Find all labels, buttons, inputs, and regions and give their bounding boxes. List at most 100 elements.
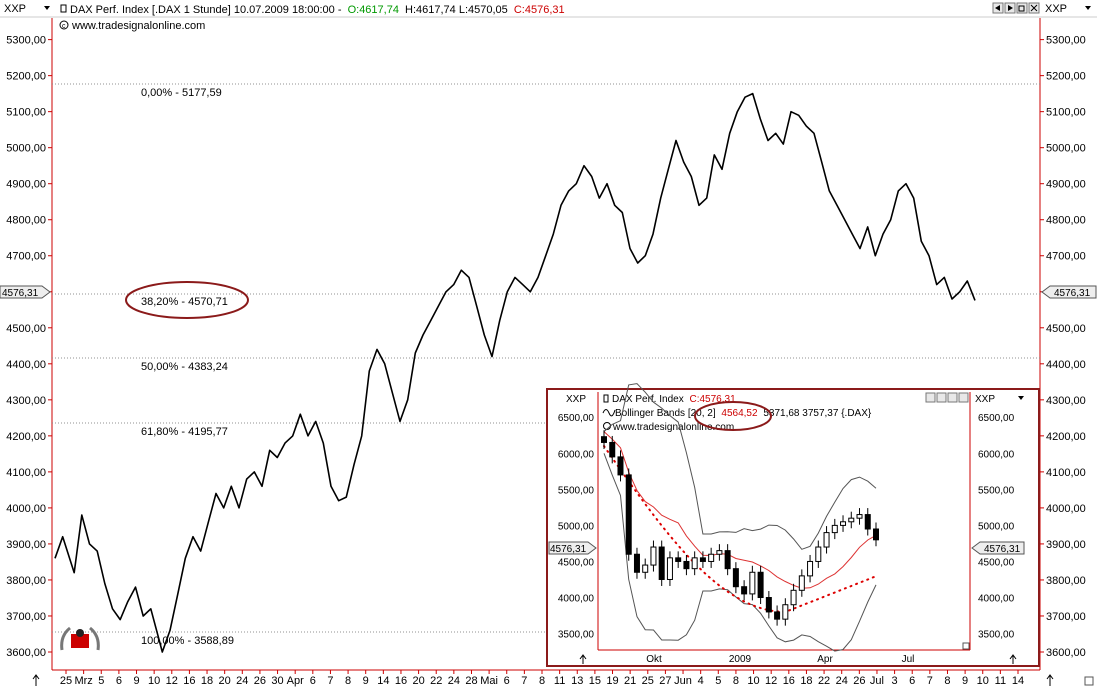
- inset-close-button[interactable]: [958, 392, 969, 403]
- x-tick-label: 10: [148, 675, 160, 687]
- x-tick-label: 20: [219, 675, 231, 687]
- logo-box: [71, 634, 89, 648]
- inset-close-value: C:4576,31: [689, 394, 736, 405]
- restore-button[interactable]: [1016, 2, 1028, 14]
- x-tick-label: 10: [977, 675, 989, 687]
- x-tick-label: 7: [327, 675, 333, 687]
- scale-dropdown-icon[interactable]: [44, 6, 50, 10]
- x-tick-label: 27: [659, 675, 671, 687]
- indicator-icon: [602, 409, 616, 417]
- candle-body: [848, 517, 855, 523]
- x-tick-label: 5: [715, 675, 721, 687]
- bollinger-lower-band: [603, 453, 877, 652]
- candle-body: [749, 571, 756, 595]
- y-tick-label-left: 4400,00: [6, 359, 46, 371]
- x-tick-label: 13: [571, 675, 583, 687]
- highlight-ellipse-38: [125, 281, 249, 319]
- inset-scroll-up-icon-right[interactable]: [1009, 654, 1017, 664]
- inset-resize-icon[interactable]: [962, 642, 970, 650]
- x-tick-label: 12: [765, 675, 777, 687]
- copyright-icon: [59, 20, 69, 30]
- inset-indicator-line: Bollinger Bands [20, 2] 4564,52 5371,68 …: [615, 408, 872, 419]
- inset-title-line: DAX Perf. Index C:4576,31: [612, 394, 736, 405]
- x-tick-label: 20: [412, 675, 424, 687]
- inset-chart: XXP XXP DAX Perf. Index C:4576,31 Bollin…: [546, 383, 1040, 667]
- inset-restore-button[interactable]: [947, 392, 958, 403]
- y-tick-label-left: 5100,00: [6, 107, 46, 119]
- x-tick-label: 8: [345, 675, 351, 687]
- y-tick-label-left: 4000,00: [6, 503, 46, 515]
- scroll-up-arrow-icon[interactable]: [32, 674, 40, 686]
- x-tick-label: 11: [995, 675, 1006, 687]
- x-tick-label: 9: [133, 675, 139, 687]
- y-tick-label-left: 4100,00: [6, 467, 46, 479]
- x-tick-label: 25: [642, 675, 654, 687]
- x-tick-label: 26: [853, 675, 865, 687]
- y-tick-label-right: 4400,00: [1046, 359, 1086, 371]
- scale-label-left[interactable]: XXP: [4, 3, 26, 15]
- y-tick-label-right: 3800,00: [1046, 575, 1086, 587]
- candle-body: [642, 564, 649, 573]
- price-badge-right-shape: [1041, 285, 1097, 299]
- logo-head: [76, 629, 84, 637]
- price-series-line: [54, 92, 976, 653]
- inset-scroll-right-button[interactable]: [936, 392, 947, 403]
- y-tick-label-left: 3800,00: [6, 575, 46, 587]
- x-tick-label: Mai: [480, 675, 498, 687]
- candle-body: [840, 521, 847, 526]
- x-tick-label: 16: [783, 675, 795, 687]
- candle-body: [609, 441, 616, 458]
- inset-scroll-up-icon[interactable]: [579, 654, 587, 664]
- candle-body: [765, 597, 772, 613]
- inset-y-axis-right: 3500,00 4000,00 4500,00 5000,00 5500,00 6000,…: [978, 413, 1015, 640]
- scale-label-right[interactable]: XXP: [1045, 3, 1067, 15]
- candle-icon: [60, 4, 67, 13]
- x-tick-label: 24: [836, 675, 848, 687]
- scroll-up-arrow-icon-right[interactable]: [1046, 674, 1054, 686]
- y-tick-label-left: 4200,00: [6, 431, 46, 443]
- inset-y-tick-label-right: 4500,00: [978, 557, 1015, 568]
- inset-x-tick-label: Okt: [646, 654, 662, 665]
- inset-scale-label-right[interactable]: XXP: [975, 394, 995, 405]
- y-tick-label-left: 4800,00: [6, 215, 46, 227]
- y-tick-label-left: 3600,00: [6, 647, 46, 659]
- scale-dropdown-icon-right[interactable]: [1085, 6, 1091, 10]
- x-tick-label: 9: [962, 675, 968, 687]
- candle-body: [782, 604, 789, 620]
- x-tick-label: 15: [589, 675, 601, 687]
- y-tick-label-left: 5300,00: [6, 35, 46, 47]
- fib-label-38: 38,20% - 4570,71: [141, 296, 228, 308]
- y-tick-label-left: 4700,00: [6, 251, 46, 263]
- x-tick-label: 8: [733, 675, 739, 687]
- inset-y-axis-left: 3500,00 4000,00 4500,00 5000,00 5500,00 6000,…: [558, 413, 595, 640]
- fib-label-0: 0,00% - 5177,59: [141, 87, 222, 99]
- candle-body: [798, 575, 805, 591]
- inset-scale-dropdown-icon[interactable]: [1018, 396, 1024, 400]
- x-tick-label: 21: [624, 675, 636, 687]
- close-icon: [1030, 4, 1038, 12]
- inset-y-tick-label-left: 5000,00: [558, 521, 595, 532]
- x-tick-label: 26: [254, 675, 266, 687]
- inset-scale-label-left[interactable]: XXP: [566, 394, 586, 405]
- x-tick-label: 4: [698, 675, 704, 687]
- restore-icon: [1018, 5, 1025, 12]
- x-tick-label: 28: [465, 675, 477, 687]
- y-tick-label-right: 4000,00: [1046, 503, 1086, 515]
- candle-body: [815, 546, 822, 562]
- inset-scroll-left-button[interactable]: [925, 392, 936, 403]
- candle-body: [873, 528, 879, 541]
- candle-body: [790, 589, 797, 606]
- inset-y-tick-label-right: 6000,00: [978, 449, 1015, 460]
- price-badge-left-shape: [0, 285, 51, 299]
- x-tick-label: 12: [166, 675, 178, 687]
- x-tick-label: 8: [944, 675, 950, 687]
- inset-price-badge-left: 4576,31: [548, 541, 597, 555]
- x-tick-label: 30: [271, 675, 283, 687]
- inset-y-tick-label-right: 3500,00: [978, 630, 1015, 641]
- fib-label-61: 61,80% - 4195,77: [141, 426, 228, 438]
- y-tick-label-left: 3900,00: [6, 539, 46, 551]
- resize-corner-icon[interactable]: [1084, 676, 1094, 686]
- price-badge-left-text: 4576,31: [2, 288, 39, 299]
- y-tick-label-right: 5100,00: [1046, 107, 1086, 119]
